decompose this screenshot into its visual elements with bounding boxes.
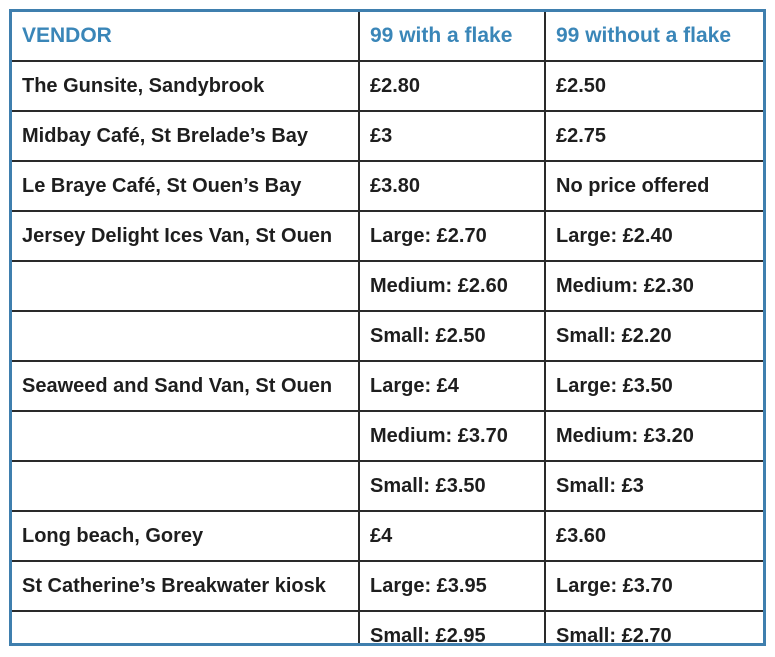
table-row: Medium: £3.70 Medium: £3.20	[12, 410, 763, 462]
vendor-cell	[12, 410, 360, 462]
without-flake-cell: Large: £3.50	[544, 360, 763, 412]
without-flake-cell: £3.60	[544, 510, 763, 562]
header-with-flake: 99 with a flake	[358, 12, 546, 62]
vendor-cell	[12, 310, 360, 362]
vendor-cell: Le Braye Café, St Ouen’s Bay	[12, 160, 360, 212]
without-flake-cell: Small: £2.20	[544, 310, 763, 362]
with-flake-cell: Small: £2.95	[358, 610, 546, 643]
with-flake-cell: Large: £4	[358, 360, 546, 412]
without-flake-cell: £2.50	[544, 61, 763, 112]
price-table-frame: VENDOR 99 with a flake 99 without a flak…	[9, 9, 766, 646]
table-row: Small: £3.50 Small: £3	[12, 460, 763, 512]
with-flake-cell: Medium: £2.60	[358, 260, 546, 312]
with-flake-cell: Small: £3.50	[358, 460, 546, 512]
ice-cream-price-table: VENDOR 99 with a flake 99 without a flak…	[12, 12, 763, 643]
vendor-cell: The Gunsite, Sandybrook	[12, 61, 360, 112]
without-flake-cell: Large: £3.70	[544, 560, 763, 612]
table-row: Midbay Café, St Brelade’s Bay £3 £2.75	[12, 110, 763, 162]
table-row: Small: £2.95 Small: £2.70	[12, 610, 763, 643]
with-flake-cell: Large: £3.95	[358, 560, 546, 612]
without-flake-cell: £2.75	[544, 110, 763, 162]
with-flake-cell: £4	[358, 510, 546, 562]
vendor-cell: St Catherine’s Breakwater kiosk	[12, 560, 360, 612]
vendor-cell	[12, 260, 360, 312]
table-row: St Catherine’s Breakwater kiosk Large: £…	[12, 560, 763, 612]
without-flake-cell: Medium: £3.20	[544, 410, 763, 462]
vendor-cell	[12, 460, 360, 512]
with-flake-cell: Small: £2.50	[358, 310, 546, 362]
vendor-cell: Midbay Café, St Brelade’s Bay	[12, 110, 360, 162]
header-vendor: VENDOR	[12, 12, 360, 62]
header-without-flake: 99 without a flake	[544, 12, 763, 62]
vendor-cell: Seaweed and Sand Van, St Ouen	[12, 360, 360, 412]
with-flake-cell: £2.80	[358, 61, 546, 112]
table-row: Jersey Delight Ices Van, St Ouen Large: …	[12, 210, 763, 262]
table-row: Long beach, Gorey £4 £3.60	[12, 510, 763, 562]
with-flake-cell: Medium: £3.70	[358, 410, 546, 462]
table-row: Small: £2.50 Small: £2.20	[12, 310, 763, 362]
without-flake-cell: No price offered	[544, 160, 763, 212]
without-flake-cell: Small: £3	[544, 460, 763, 512]
vendor-cell: Jersey Delight Ices Van, St Ouen	[12, 210, 360, 262]
vendor-cell	[12, 610, 360, 643]
without-flake-cell: Small: £2.70	[544, 610, 763, 643]
table-header-row: VENDOR 99 with a flake 99 without a flak…	[12, 12, 763, 62]
with-flake-cell: Large: £2.70	[358, 210, 546, 262]
without-flake-cell: Large: £2.40	[544, 210, 763, 262]
table-row: Le Braye Café, St Ouen’s Bay £3.80 No pr…	[12, 160, 763, 212]
with-flake-cell: £3.80	[358, 160, 546, 212]
vendor-cell: Long beach, Gorey	[12, 510, 360, 562]
table-row: Seaweed and Sand Van, St Ouen Large: £4 …	[12, 360, 763, 412]
without-flake-cell: Medium: £2.30	[544, 260, 763, 312]
table-row: The Gunsite, Sandybrook £2.80 £2.50	[12, 61, 763, 112]
table-row: Medium: £2.60 Medium: £2.30	[12, 260, 763, 312]
with-flake-cell: £3	[358, 110, 546, 162]
